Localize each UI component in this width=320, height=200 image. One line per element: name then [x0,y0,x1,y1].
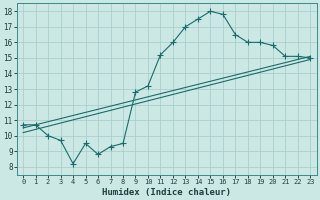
X-axis label: Humidex (Indice chaleur): Humidex (Indice chaleur) [102,188,231,197]
